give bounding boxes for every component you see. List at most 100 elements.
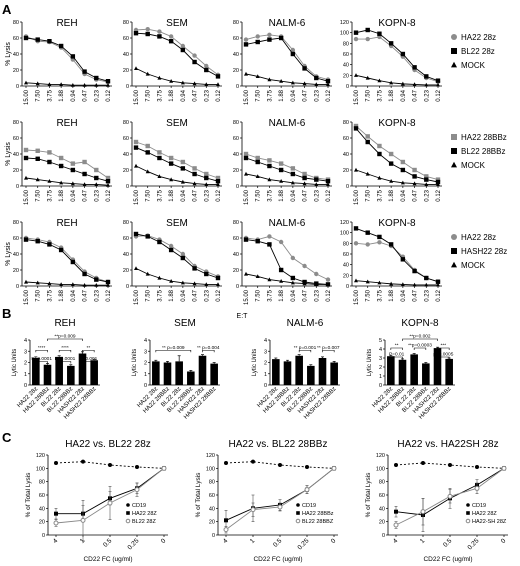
y-tick-label: 0 <box>16 184 19 190</box>
y-tick-label: 60 <box>123 236 129 242</box>
x-tick-label: 4 <box>392 537 400 545</box>
legend-label: HA22 28BBz <box>302 511 334 517</box>
data-point <box>448 463 452 467</box>
data-point <box>255 155 260 161</box>
x-tick-label: 3.75 <box>267 289 273 301</box>
data-point <box>35 280 40 285</box>
x-tick-label: 0.5 <box>102 537 114 549</box>
y-tick-label: 40 <box>13 52 19 58</box>
legend: CD19 HA22 28Z BL22 28Z <box>125 503 157 525</box>
y-tick-label: 20 <box>379 520 385 526</box>
significance-bracket <box>35 349 48 353</box>
data-point <box>168 161 174 166</box>
y-tick-label: 2 <box>144 361 147 367</box>
legend-marker <box>451 148 457 154</box>
data-point <box>23 35 29 41</box>
y-axis-label: % Lysis <box>5 42 12 66</box>
data-point <box>24 80 28 85</box>
legend-marker <box>451 248 457 254</box>
y-tick-label: 100 <box>340 31 349 37</box>
legend-label: HA22 28z <box>461 33 496 42</box>
y-tick-label: 40 <box>123 252 129 258</box>
bar <box>67 365 75 385</box>
legend-marker <box>295 518 301 524</box>
data-point <box>474 485 480 491</box>
y-tick-label: 2 <box>264 361 267 367</box>
data-point <box>243 37 249 42</box>
data-point <box>314 182 319 186</box>
x-tick-label: 1.88 <box>389 289 395 301</box>
data-point <box>377 280 382 285</box>
data-point <box>134 66 138 70</box>
y-tick-label: 20 <box>123 168 129 174</box>
data-point <box>412 181 417 186</box>
bar <box>43 364 52 385</box>
data-point <box>145 143 150 149</box>
bar <box>198 355 207 385</box>
data-point <box>302 66 307 71</box>
data-point <box>157 75 162 80</box>
y-tick-label: 0 <box>346 284 349 290</box>
data-point <box>180 251 186 257</box>
y-tick-label: 20 <box>343 73 349 79</box>
x-tick-label: 1 <box>79 537 87 545</box>
legend-marker <box>296 511 300 515</box>
data-point <box>475 465 479 469</box>
y-tick-label: 3 <box>379 356 382 362</box>
series-line <box>355 125 439 181</box>
line-chart: HA22 vs. BL22 28BBz% of Total Lysis02040… <box>195 439 338 563</box>
y-tick-label: 0 <box>42 533 45 539</box>
x-tick-label: 1.88 <box>169 289 175 301</box>
panel-label-b: B <box>2 306 11 321</box>
line-chart: NALM-6 0 20 40 60 80 15.00 7.50 3.75 1.88 0.94 0.47… <box>233 218 332 305</box>
data-point <box>145 31 150 37</box>
data-point <box>135 465 139 469</box>
significance-label: ** p=0.001 <box>294 345 317 351</box>
series-line <box>25 177 109 186</box>
data-point <box>35 177 40 182</box>
x-tick-label: 0.94 <box>181 89 187 101</box>
line-chart: REH 0 20 40 60 80 15.00 7.50 3.75 1.88 0.94 0.47 0.2… <box>13 118 112 205</box>
x-axis-label: CD22 FC (ug/ml) <box>253 556 302 563</box>
data-point <box>35 239 40 244</box>
significance-label: P=0.0001 <box>55 356 76 362</box>
x-tick-label: 0.47 <box>413 289 419 301</box>
data-point <box>290 51 296 57</box>
legend-label: BL22 28z <box>461 47 495 56</box>
data-point <box>394 463 398 467</box>
data-point <box>278 267 284 273</box>
x-tick-label: 0.12 <box>436 189 442 201</box>
x-tick-label: 3.75 <box>157 289 163 301</box>
x-tick-label: 0.94 <box>291 189 297 201</box>
y-tick-label: 80 <box>123 120 129 126</box>
x-tick-label: 1 <box>249 537 257 545</box>
x-tick-label: 15.00 <box>244 289 250 305</box>
data-point <box>314 75 319 81</box>
chart-title: NALM-6 <box>269 18 306 29</box>
data-point <box>314 82 319 86</box>
data-point <box>224 518 228 523</box>
y-tick-label: 20 <box>39 520 45 526</box>
data-point <box>302 263 307 269</box>
data-point <box>145 71 150 76</box>
legend-label: MOCK <box>461 161 486 170</box>
x-tick-label: 15.00 <box>354 289 360 305</box>
x-tick-label: 0.23 <box>204 89 210 101</box>
series-line <box>25 237 109 283</box>
y-tick-label: 80 <box>233 120 239 126</box>
line-chart: NALM-6 0 20 40 60 80 15.00 7.50 3.75 1.88 0.94 0.47… <box>233 18 332 105</box>
x-tick-label: 0.47 <box>303 289 309 301</box>
x-tick-label: 0.94 <box>71 89 77 101</box>
data-point <box>105 279 111 285</box>
data-point <box>204 63 209 69</box>
data-point <box>145 271 150 276</box>
data-point <box>420 509 426 515</box>
legend: HA22 28z HASH22 28z MOCK <box>451 233 507 270</box>
data-point <box>365 242 370 247</box>
y-tick-label: 4 <box>379 347 382 353</box>
legend-label: BL22 28Z <box>132 519 156 525</box>
line-chart: HA22 vs. BL22 28z% of Total Lysis0204060… <box>25 439 168 563</box>
y-tick-label: 60 <box>13 36 19 42</box>
data-point <box>278 239 284 245</box>
